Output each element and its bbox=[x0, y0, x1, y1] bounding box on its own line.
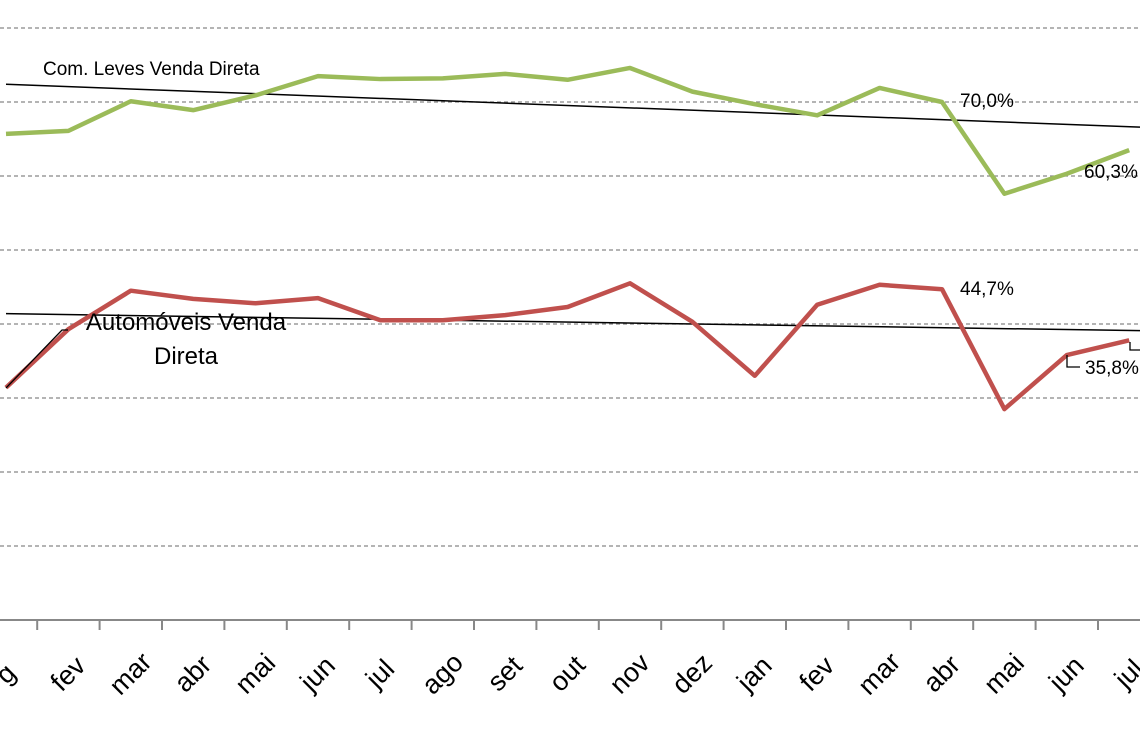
x-tick-label: dez bbox=[666, 648, 718, 700]
x-tick-label: mar bbox=[852, 647, 906, 701]
data-label: 44,7% bbox=[960, 279, 1014, 300]
leader-line bbox=[1129, 342, 1140, 351]
gridlines bbox=[0, 27, 1140, 547]
x-tick-label: mai bbox=[229, 648, 281, 700]
leader-line bbox=[1066, 355, 1080, 368]
x-tick-label: abr bbox=[917, 649, 966, 698]
trend-lines bbox=[5, 83, 1140, 332]
x-tick-label: ago bbox=[416, 647, 469, 700]
trend-line bbox=[5, 312, 1140, 332]
series-label: Com. Leves Venda Direta bbox=[43, 59, 260, 80]
x-axis: g fev mar abr mai jun jul ago set out nov dez jan fev… bbox=[0, 619, 1140, 701]
series-line bbox=[5, 65, 1130, 197]
x-tick-label: g bbox=[0, 658, 22, 690]
data-label: 35,8% bbox=[1085, 358, 1139, 379]
x-tick-label: jul bbox=[359, 653, 400, 694]
leader-line bbox=[5, 329, 68, 389]
x-tick-label: jun bbox=[294, 650, 341, 697]
x-tick-label: out bbox=[543, 649, 591, 697]
x-tick-label: jun bbox=[1042, 650, 1089, 697]
x-tick-label: nov bbox=[604, 647, 656, 699]
x-tick-label: mai bbox=[978, 648, 1030, 700]
series-label: Direta bbox=[154, 343, 219, 370]
trend-line bbox=[5, 83, 1140, 128]
series-label: Automóveis Venda bbox=[86, 309, 287, 336]
x-tick-label: mar bbox=[103, 647, 157, 701]
x-tick-label: fev bbox=[793, 650, 840, 697]
x-tick-label: fev bbox=[45, 650, 92, 697]
x-tick-label: jul bbox=[1108, 653, 1140, 694]
x-tick-label: set bbox=[481, 650, 528, 697]
data-label: 70,0% bbox=[960, 91, 1014, 112]
data-label: 60,3% bbox=[1084, 162, 1138, 183]
x-tick-label: abr bbox=[168, 649, 217, 698]
x-tick-label: jan bbox=[730, 650, 777, 697]
labels: Com. Leves Venda Direta Automóveis Venda D… bbox=[5, 59, 1140, 389]
